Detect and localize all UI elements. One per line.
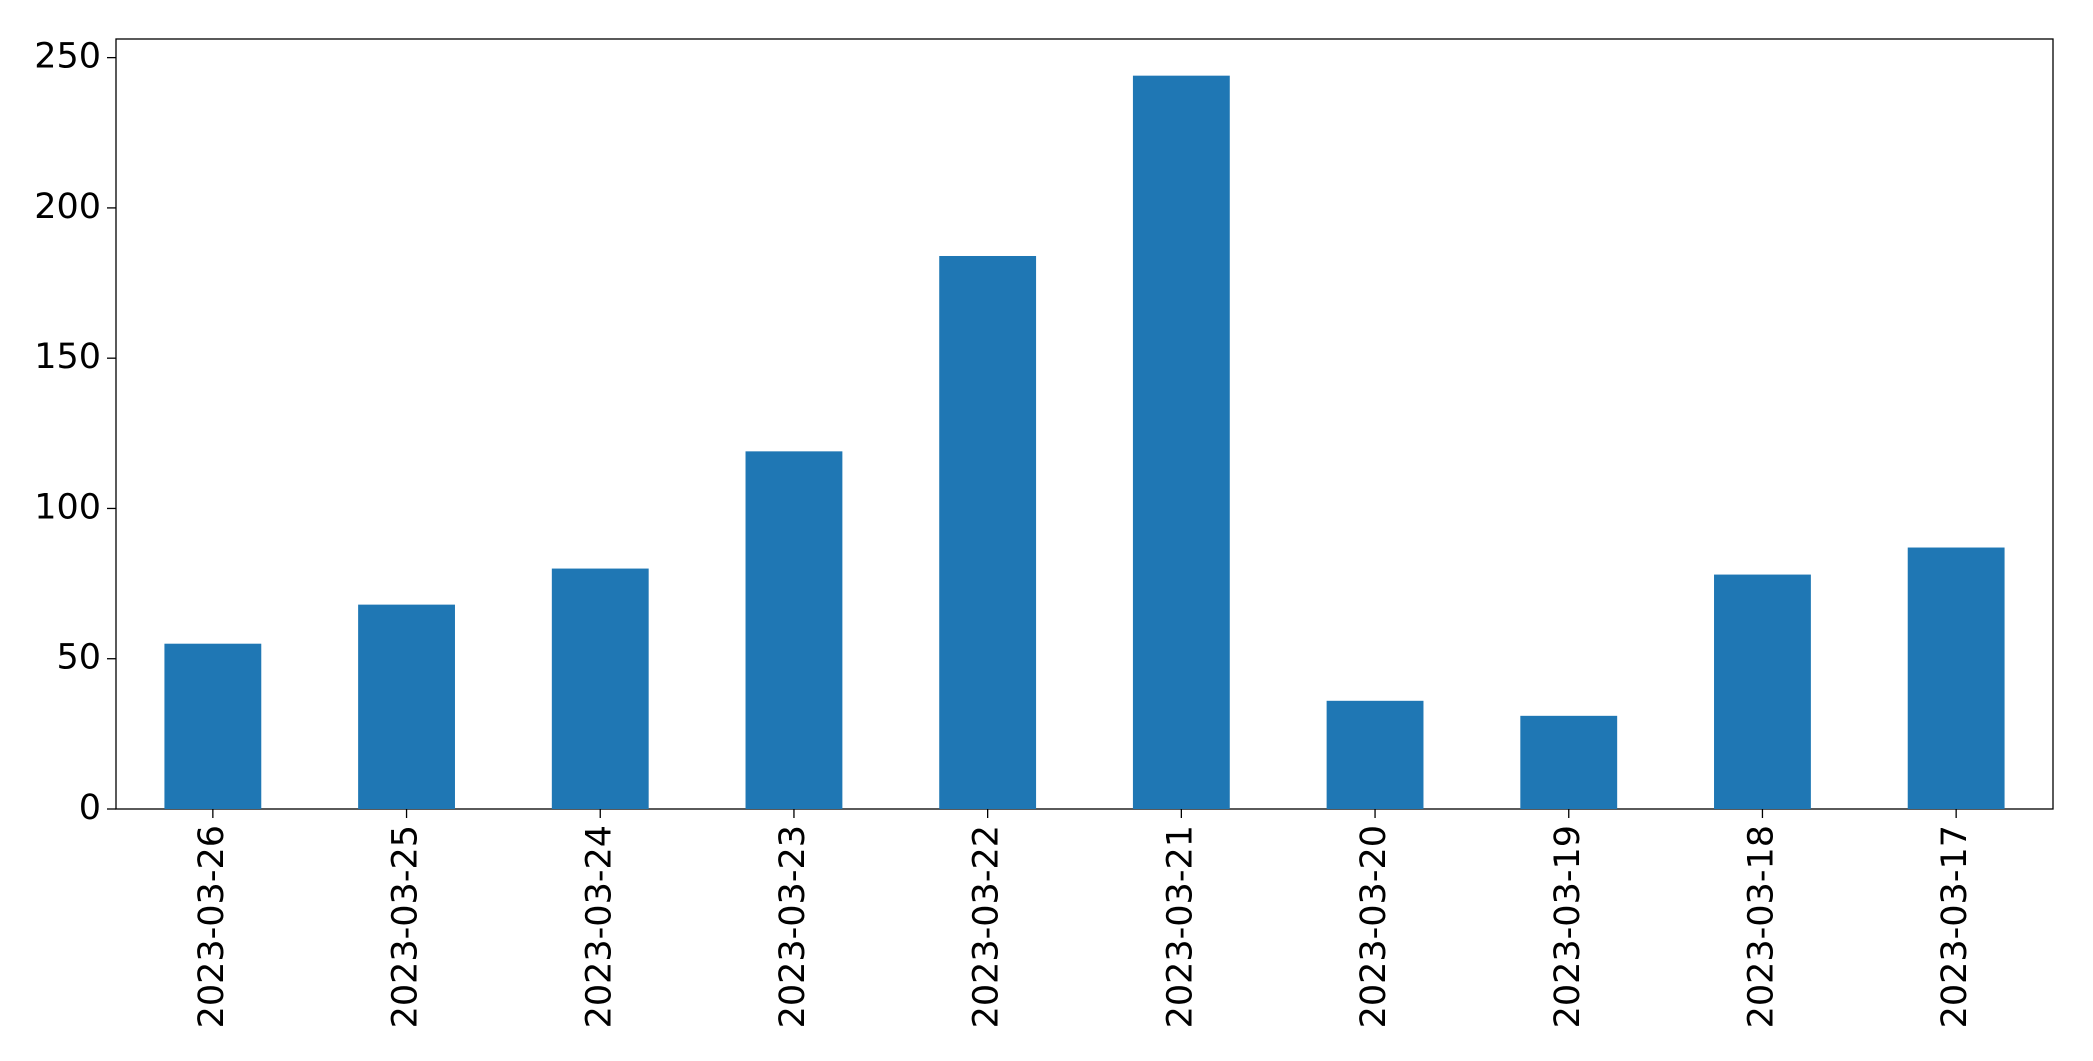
x-tick-label: 2023-03-24	[579, 825, 619, 1028]
x-tick-label: 2023-03-17	[1935, 825, 1975, 1028]
bar	[358, 604, 455, 809]
bar	[1132, 75, 1230, 809]
y-tick-label: 200	[34, 187, 101, 227]
bar	[745, 451, 843, 809]
bar	[1520, 715, 1618, 809]
y-tick-label: 250	[34, 37, 101, 77]
y-tick-label: 150	[34, 337, 101, 377]
bar	[1326, 700, 1424, 809]
x-tick-label: 2023-03-23	[773, 825, 813, 1028]
y-tick-label: 50	[56, 638, 101, 678]
x-tick-label: 2023-03-26	[192, 825, 232, 1028]
y-tick-label: 0	[79, 788, 101, 828]
y-tick-label: 100	[34, 487, 101, 527]
x-tick-label: 2023-03-25	[386, 825, 426, 1028]
bar	[1714, 574, 1811, 809]
x-tick-label: 2023-03-20	[1354, 825, 1394, 1028]
bar	[1907, 547, 2005, 809]
bar	[939, 255, 1037, 810]
x-tick-label: 2023-03-21	[1160, 825, 1200, 1028]
bar	[164, 643, 262, 809]
axes-frame	[115, 38, 2054, 810]
x-tick-label: 2023-03-19	[1548, 825, 1588, 1028]
bar	[551, 568, 649, 809]
x-tick-label: 2023-03-22	[967, 825, 1007, 1028]
x-tick-label: 2023-03-18	[1741, 825, 1781, 1028]
